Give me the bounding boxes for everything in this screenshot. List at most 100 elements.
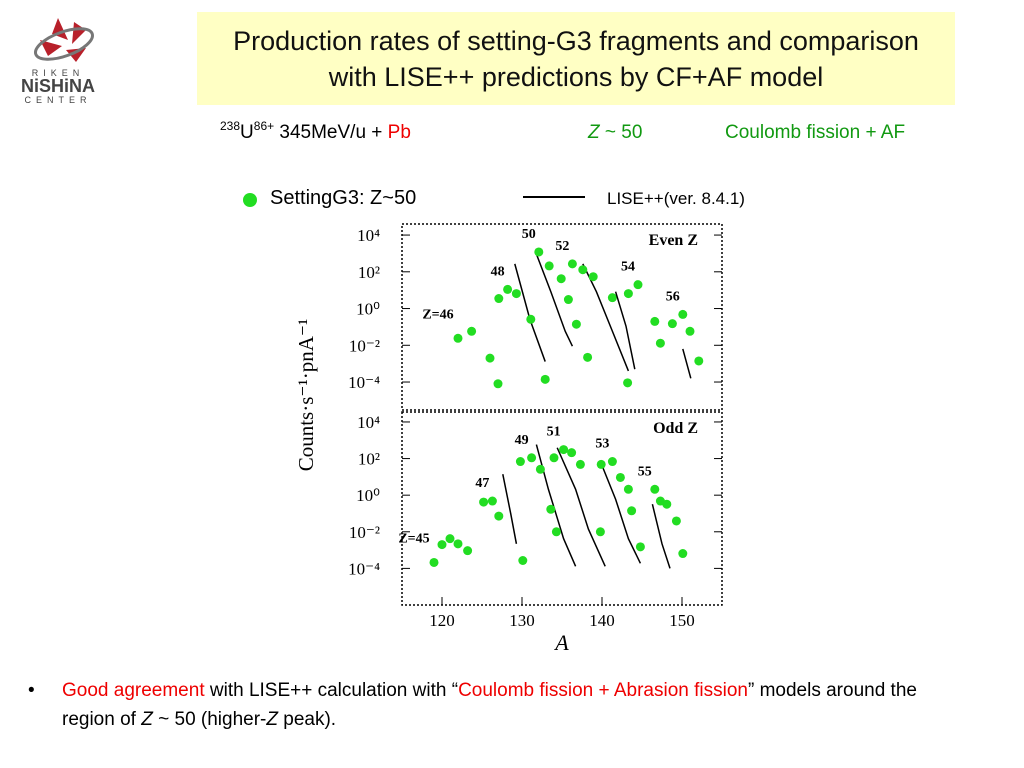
data-point (607, 293, 617, 303)
data-point (503, 284, 513, 294)
data-point (494, 294, 504, 304)
logo-top: RIKEN (32, 68, 85, 78)
series-label: 47 (475, 476, 489, 491)
bullet-text: Good agreement with LISE++ calculation w… (62, 676, 962, 734)
z-value: ~ 50 (600, 122, 643, 143)
data-point (567, 259, 577, 269)
z-region: Z ~ 50 (587, 122, 642, 143)
data-point (678, 309, 688, 319)
data-point (429, 557, 439, 567)
legend-point (243, 193, 257, 207)
data-point (595, 527, 605, 537)
series-label: Z=45 (398, 531, 429, 546)
data-point (655, 338, 665, 348)
model-line (534, 251, 574, 347)
chart-area: RIKEN NiSHiNA CENTER 238U86+ 345MeV/u + … (21, 18, 905, 655)
data-point (493, 379, 503, 389)
series-label: 53 (595, 437, 609, 452)
series-label: 50 (522, 227, 536, 242)
beam-element: U (240, 122, 254, 143)
bullet-segment: peak). (278, 709, 337, 730)
data-point (546, 504, 556, 514)
data-point (445, 534, 455, 544)
data-point (578, 265, 588, 275)
data-point (453, 539, 463, 549)
data-point (511, 289, 521, 299)
data-point (650, 316, 660, 326)
series-label: 56 (666, 289, 680, 304)
data-point (588, 272, 598, 282)
x-tick-label: 130 (509, 611, 535, 630)
model-line (502, 474, 518, 544)
legend-line-label: LISE++(ver. 8.4.1) (607, 189, 745, 208)
bullet-marker: • (28, 680, 35, 701)
data-point (615, 472, 625, 482)
y-tick-label: 10² (358, 263, 380, 282)
model: Coulomb fission + AF (725, 122, 905, 143)
plot-frame (401, 223, 723, 411)
panel-label: Even Z (649, 232, 698, 249)
data-point (485, 353, 495, 363)
logo: RIKEN NiSHiNA CENTER (21, 18, 95, 105)
data-point (515, 457, 525, 467)
data-point (678, 549, 688, 559)
beam: 238U86+ 345MeV/u + Pb (220, 119, 411, 143)
data-point (583, 352, 593, 362)
beam-charge: 86+ (254, 119, 274, 133)
data-point (544, 261, 554, 271)
data-point (671, 516, 681, 526)
plot-frame (401, 411, 723, 606)
bullet-segment: Z (266, 709, 278, 730)
bullet-segment: Coulomb fission + Abrasion fission (458, 680, 748, 701)
data-point (518, 555, 528, 565)
series-label: 54 (621, 260, 635, 275)
z-symbol: Z (587, 122, 601, 143)
beam-energy: 345MeV/u + (274, 122, 388, 143)
y-tick-label: 10⁻² (349, 523, 380, 542)
x-axis-title: A (553, 630, 569, 655)
model-line (514, 263, 546, 362)
data-point (571, 319, 581, 329)
data-point (494, 511, 504, 521)
y-tick-label: 10⁰ (356, 486, 380, 505)
data-point (694, 356, 704, 366)
data-point (487, 496, 497, 506)
y-tick-label: 10⁴ (357, 226, 380, 245)
data-point (623, 484, 633, 494)
bullet-segment: Good agreement (62, 680, 205, 701)
logo-ring (34, 27, 94, 61)
data-point (527, 453, 537, 463)
x-tick-label: 120 (429, 611, 455, 630)
series-label: Z=46 (422, 307, 453, 322)
series-label: 49 (515, 433, 529, 448)
data-point (467, 326, 477, 336)
slide-title: Production rates of setting-G3 fragments… (197, 12, 955, 105)
beam-mass: 238 (220, 119, 240, 133)
data-point (540, 374, 550, 384)
y-tick-label: 10² (358, 450, 380, 469)
data-point (551, 527, 561, 537)
series-label: 48 (491, 264, 505, 279)
data-point (575, 459, 585, 469)
data-point (526, 314, 536, 324)
series-label: 55 (638, 464, 652, 479)
y-tick-label: 10⁻⁴ (348, 559, 380, 578)
model-line (682, 348, 692, 379)
data-point (534, 247, 544, 257)
data-point (549, 453, 559, 463)
legend-points-label: SettingG3: Z~50 (270, 187, 416, 209)
data-point (567, 448, 577, 458)
data-point (437, 540, 447, 550)
data-point (627, 506, 637, 516)
data-point (635, 542, 645, 552)
logo-bottom: CENTER (24, 95, 91, 105)
model-line (651, 504, 671, 569)
y-tick-label: 10⁻² (349, 336, 380, 355)
model-line (535, 444, 577, 567)
data-point (685, 326, 695, 336)
data-point (607, 457, 617, 467)
logo-middle: NiSHiNA (21, 76, 95, 96)
data-point (535, 464, 545, 474)
data-point (662, 499, 672, 509)
